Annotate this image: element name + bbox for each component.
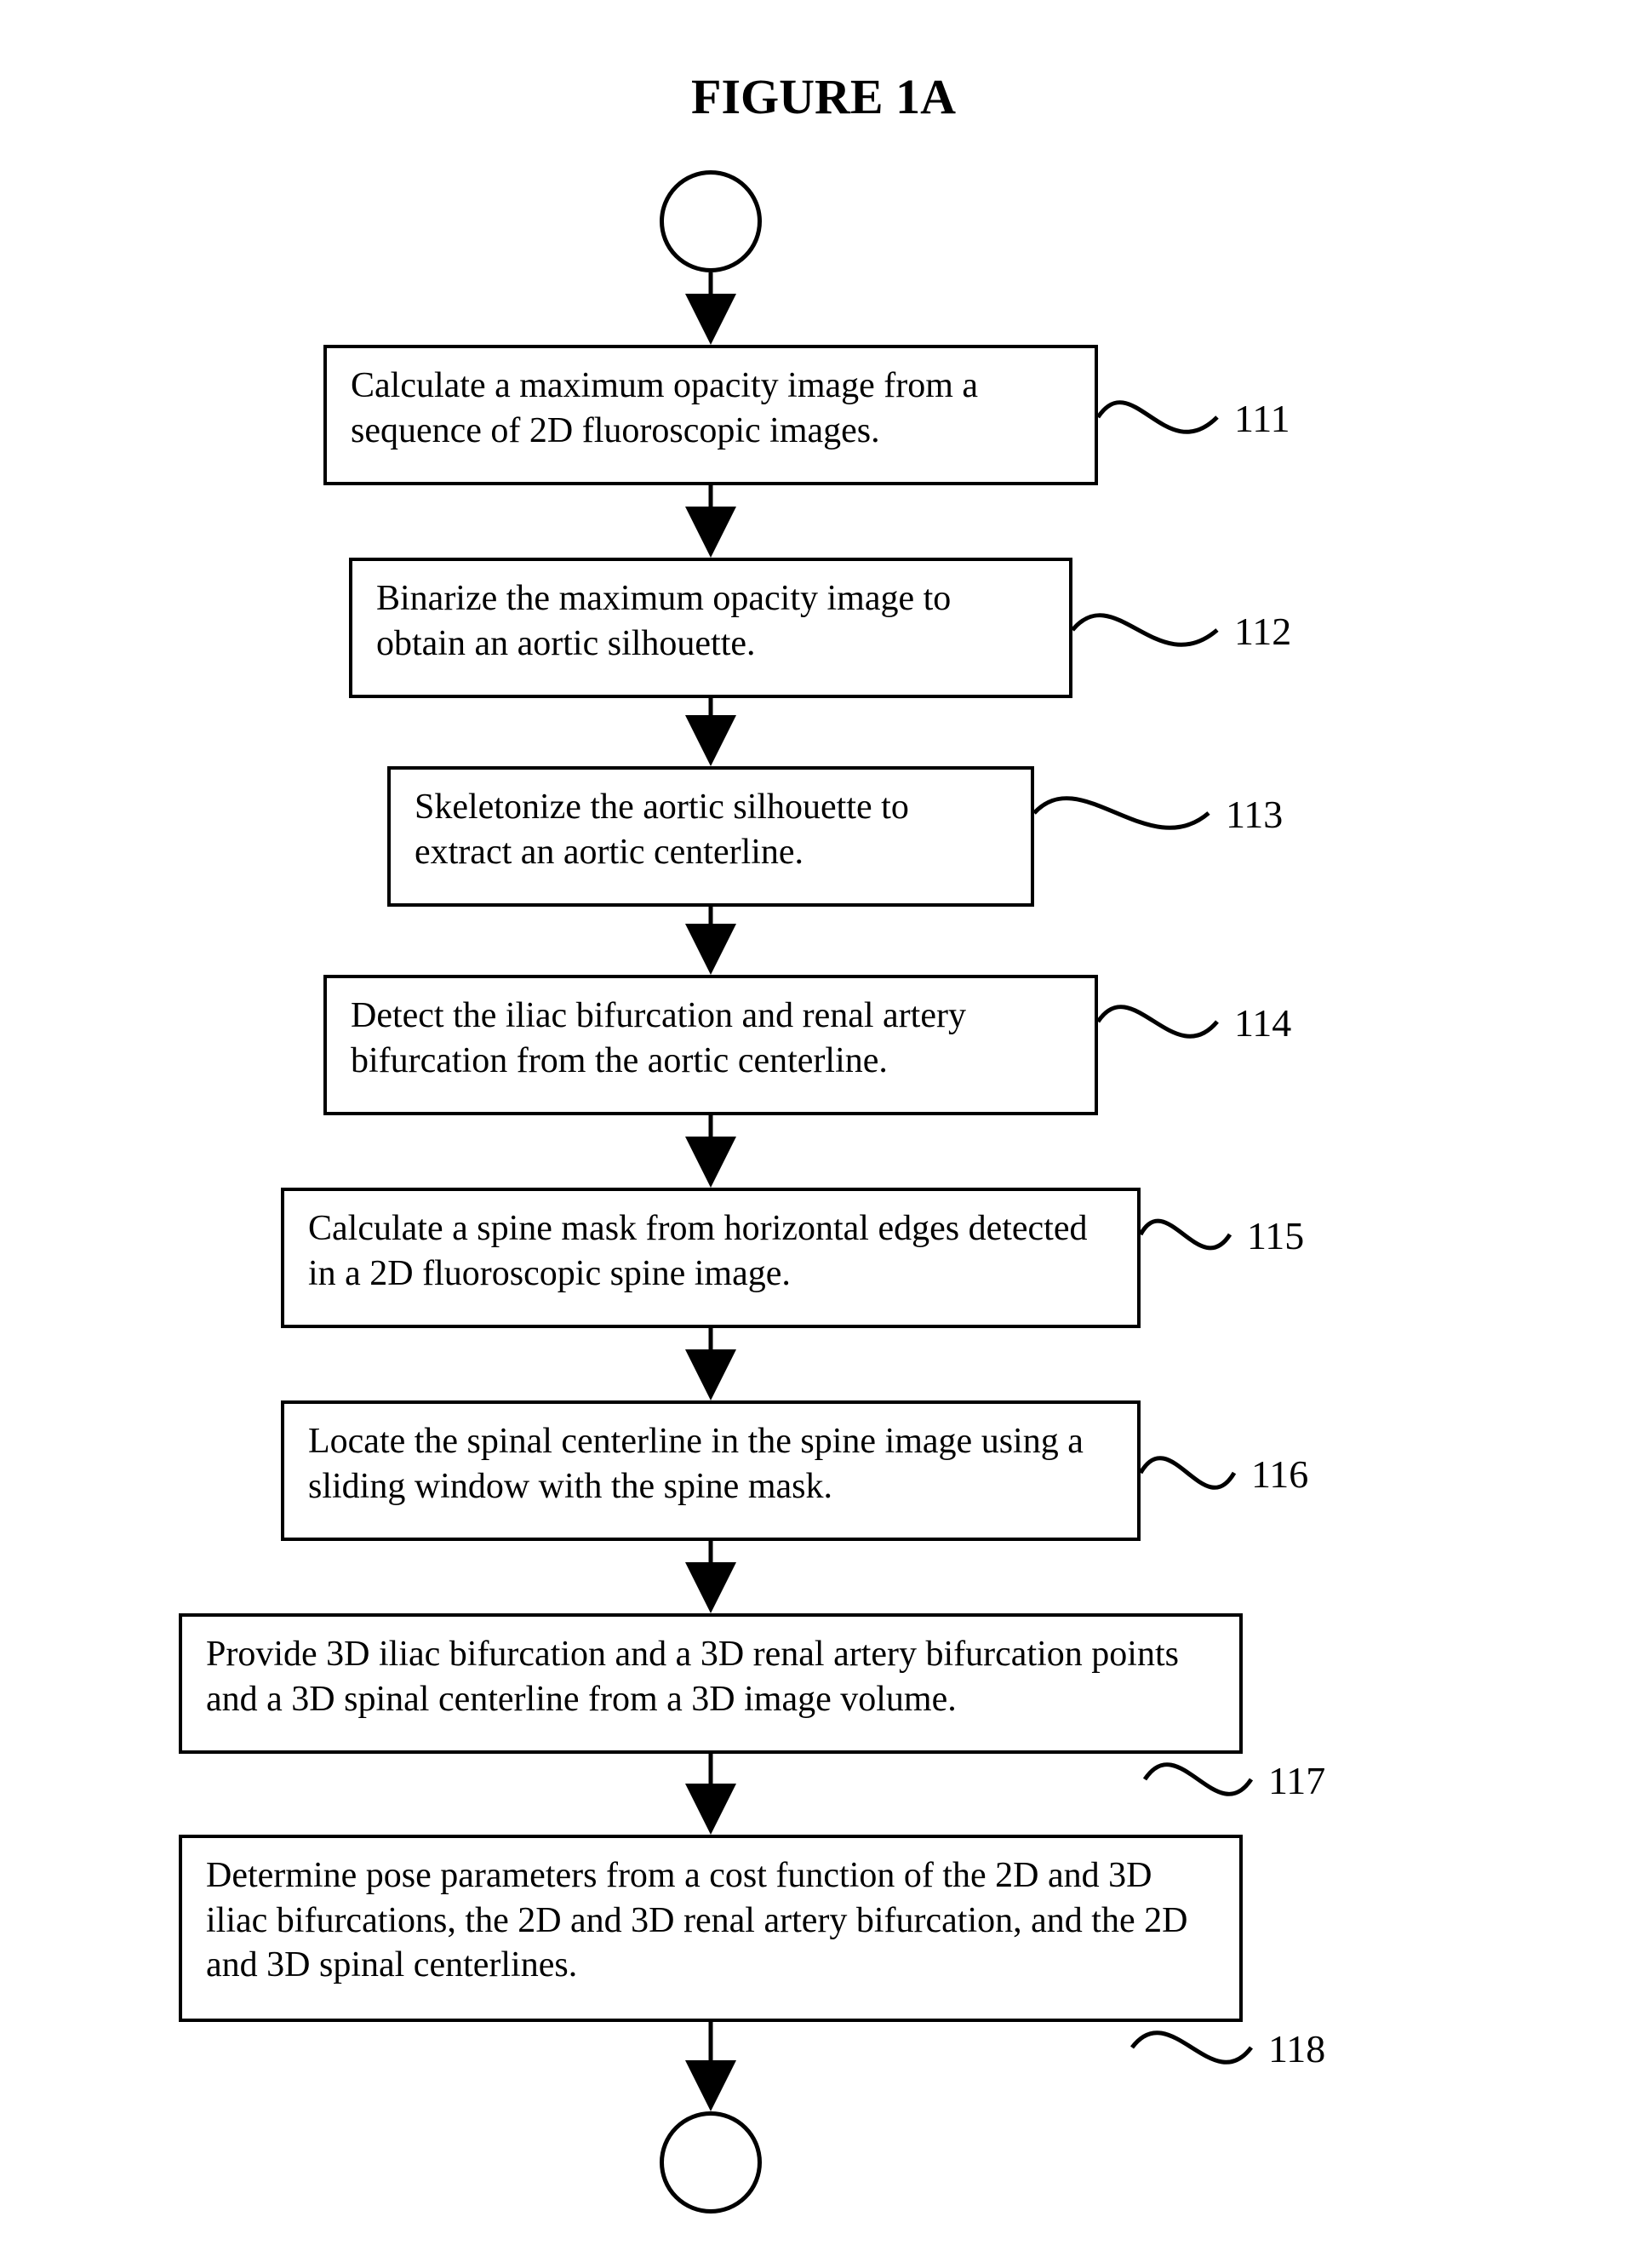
- step-text: Calculate a maximum opacity image from a…: [351, 366, 978, 450]
- start-terminator: [660, 170, 762, 272]
- step-text: Locate the spinal centerline in the spin…: [308, 1422, 1084, 1506]
- lead-line: [1132, 2033, 1251, 2063]
- lead-line: [1141, 1458, 1234, 1488]
- step-box-118: Determine pose parameters from a cost fu…: [179, 1835, 1243, 2022]
- lead-line: [1145, 1765, 1251, 1795]
- step-label-115: 115: [1247, 1213, 1304, 1258]
- step-label-118: 118: [1268, 2026, 1325, 2071]
- step-label-117: 117: [1268, 1758, 1325, 1803]
- step-label-116: 116: [1251, 1452, 1308, 1497]
- lead-line: [1098, 1007, 1217, 1037]
- step-label-112: 112: [1234, 609, 1291, 654]
- lead-line: [1141, 1221, 1230, 1248]
- step-text: Binarize the maximum opacity image to ob…: [376, 579, 951, 663]
- step-text: Provide 3D iliac bifurcation and a 3D re…: [206, 1635, 1179, 1719]
- end-terminator: [660, 2111, 762, 2214]
- step-box-111: Calculate a maximum opacity image from a…: [323, 345, 1098, 485]
- step-text: Calculate a spine mask from horizontal e…: [308, 1209, 1088, 1293]
- step-text: Skeletonize the aortic silhouette to ext…: [415, 788, 909, 872]
- lead-line: [1098, 403, 1217, 432]
- step-box-116: Locate the spinal centerline in the spin…: [281, 1400, 1141, 1541]
- step-text: Detect the iliac bifurcation and renal a…: [351, 996, 966, 1080]
- step-label-114: 114: [1234, 1000, 1291, 1045]
- step-label-111: 111: [1234, 396, 1290, 441]
- step-text: Determine pose parameters from a cost fu…: [206, 1856, 1187, 1984]
- step-box-112: Binarize the maximum opacity image to ob…: [349, 558, 1072, 698]
- step-box-115: Calculate a spine mask from horizontal e…: [281, 1188, 1141, 1328]
- step-label-113: 113: [1226, 792, 1283, 837]
- figure-title: FIGURE 1A: [0, 68, 1647, 125]
- lead-line: [1034, 799, 1209, 828]
- step-box-117: Provide 3D iliac bifurcation and a 3D re…: [179, 1613, 1243, 1754]
- lead-line: [1072, 616, 1217, 645]
- step-box-113: Skeletonize the aortic silhouette to ext…: [387, 766, 1034, 907]
- step-box-114: Detect the iliac bifurcation and renal a…: [323, 975, 1098, 1115]
- figure-page: FIGURE 1A Calculate a maximum opacity im…: [0, 0, 1647, 2268]
